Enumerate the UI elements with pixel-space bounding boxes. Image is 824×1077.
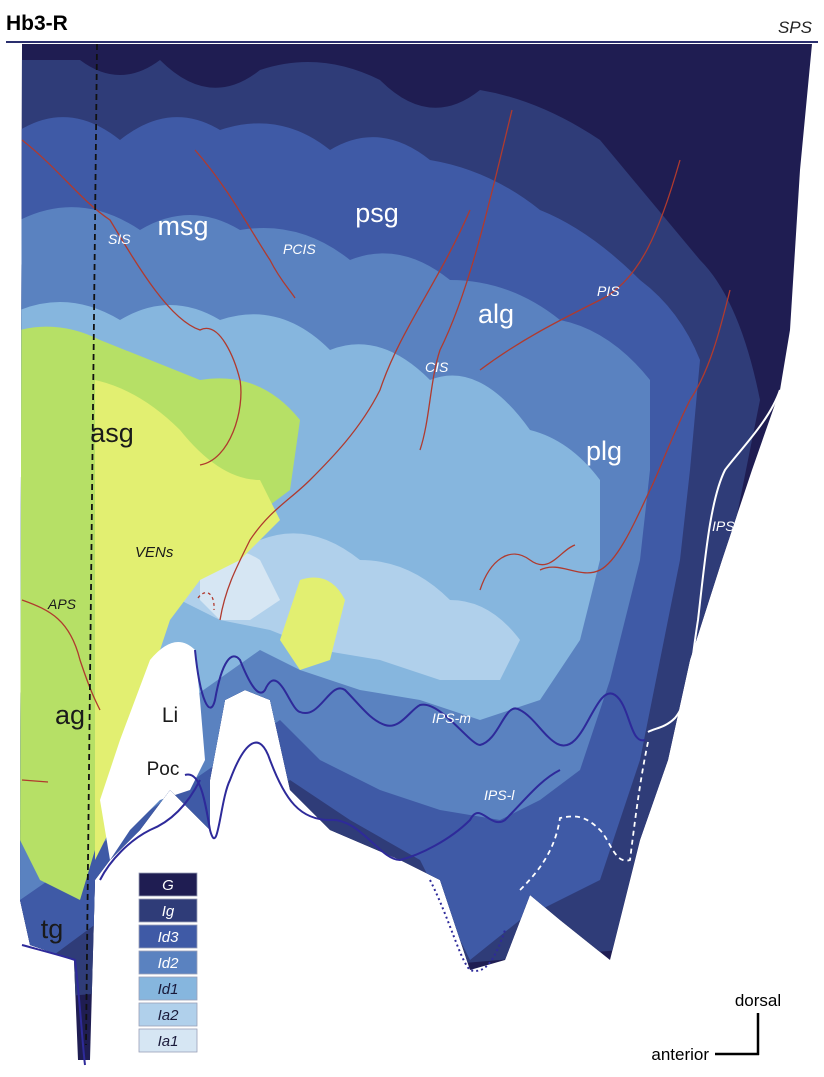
region-labels: msg psg alg asg plg ag tg Li Poc bbox=[41, 198, 622, 944]
legend-label-id3: Id3 bbox=[158, 929, 180, 946]
pcis-sulcus bbox=[194, 149, 296, 299]
pcis-label: PCIS bbox=[283, 241, 316, 257]
legend-swatch-id2 bbox=[138, 950, 198, 975]
insula-surface bbox=[20, 44, 812, 1060]
alg-label: alg bbox=[478, 299, 514, 329]
ips-l-label: IPS-l bbox=[484, 787, 515, 803]
psg-label: psg bbox=[355, 198, 399, 228]
legend-label-id1: Id1 bbox=[158, 981, 179, 998]
midline-dashed-guide bbox=[85, 43, 98, 1046]
plg-label: plg bbox=[586, 436, 622, 466]
layer-legend: G Ig Id3 Id2 Id1 Ia2 Ia1 bbox=[138, 872, 198, 1053]
cis-sulcus bbox=[219, 209, 471, 621]
ips-dashed-contour bbox=[519, 741, 649, 891]
legend-swatch-g bbox=[138, 872, 198, 897]
legend-label-ia1: Ia1 bbox=[158, 1033, 179, 1050]
tg-label: tg bbox=[41, 914, 64, 944]
ven-region-yellow-patch bbox=[280, 577, 345, 670]
boundary-lines bbox=[21, 649, 646, 1066]
ven-dashed-arc bbox=[197, 592, 215, 611]
ips-m-label: IPS-m bbox=[432, 710, 471, 726]
legend-label-id2: Id2 bbox=[158, 955, 180, 972]
legend-swatch-id3 bbox=[138, 924, 198, 949]
aps-sulcus bbox=[21, 599, 101, 711]
ips-l-boundary bbox=[184, 741, 561, 862]
plg-sulcus-lower bbox=[479, 544, 576, 591]
asg-label: asg bbox=[90, 418, 134, 448]
legend-swatch-ia1 bbox=[138, 1028, 198, 1053]
pis-sulcus bbox=[419, 109, 513, 451]
cis-label: CIS bbox=[425, 359, 449, 375]
ips-label: IPS bbox=[712, 518, 735, 534]
legend-swatch-ig bbox=[138, 898, 198, 923]
ips-area-sulcus bbox=[539, 289, 731, 574]
ips-contour bbox=[647, 389, 781, 733]
ven-region-yellow bbox=[95, 380, 280, 860]
anterior-label: anterior bbox=[651, 1045, 709, 1064]
sulcus-lines bbox=[21, 109, 731, 783]
sulcus-labels: SIS PCIS CIS PIS APS IPS IPS-m IPS-l VEN… bbox=[47, 231, 735, 803]
legend-swatch-ia2 bbox=[138, 1002, 198, 1027]
vens-label: VENs bbox=[135, 544, 174, 561]
legend-swatch-id1 bbox=[138, 976, 198, 1001]
figure-title: Hb3-R bbox=[6, 12, 68, 35]
orientation-indicator: dorsal anterior bbox=[651, 991, 781, 1064]
sis-sulcus bbox=[21, 139, 242, 466]
legend-label-g: G bbox=[162, 877, 174, 894]
ventral-contour-dotted bbox=[429, 879, 506, 972]
pis2-sulcus bbox=[479, 159, 681, 371]
sis-label: SIS bbox=[108, 231, 131, 247]
dorsal-label: dorsal bbox=[735, 991, 781, 1010]
li-label: Li bbox=[162, 704, 178, 727]
ag-label: ag bbox=[55, 700, 85, 730]
aps-label: APS bbox=[47, 596, 77, 612]
pis-label: PIS bbox=[597, 283, 620, 299]
legend-label-ia2: Ia2 bbox=[158, 1007, 180, 1024]
poc-label: Poc bbox=[147, 759, 180, 780]
legend-label-ig: Ig bbox=[162, 903, 175, 920]
sps-corner-label: SPS bbox=[778, 18, 813, 37]
limen-pocket bbox=[100, 642, 205, 860]
ips-m-boundary bbox=[194, 649, 646, 747]
ventral-contour-left bbox=[99, 779, 201, 881]
aps-stub bbox=[21, 779, 49, 783]
msg-label: msg bbox=[157, 211, 208, 241]
ips-white-lines bbox=[519, 389, 781, 891]
tg-boundary bbox=[21, 944, 86, 1066]
